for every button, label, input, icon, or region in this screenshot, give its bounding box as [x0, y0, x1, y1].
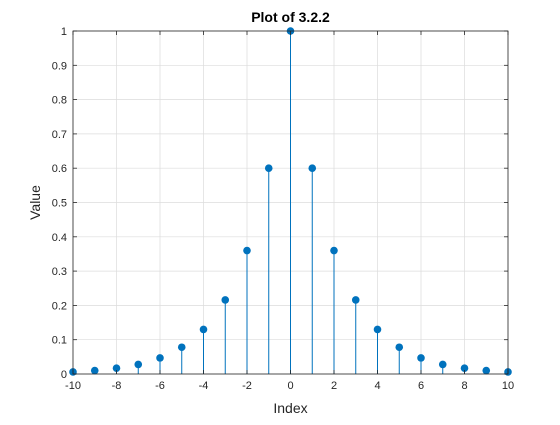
stem-marker: [395, 343, 404, 352]
x-tick-label: 0: [287, 380, 293, 392]
y-tick-label: 0.6: [52, 163, 67, 175]
x-tick-label: 8: [461, 380, 467, 392]
tick-labels: -10 -8 -6 -4 -2 0 2 4 6 8 10 0 0.1 0.2 0.3 0.4 0.5 0.6 0.7…: [52, 26, 514, 392]
stem-marker: [373, 325, 382, 334]
stem-marker: [112, 364, 121, 372]
stem-marker: [199, 325, 208, 334]
y-tick-label: 0.8: [52, 95, 67, 107]
stem-marker: [243, 246, 251, 255]
stem-marker: [482, 366, 491, 375]
stem-marker: [308, 164, 317, 172]
x-tick-label: 4: [374, 380, 380, 392]
stem-marker: [264, 164, 273, 172]
y-tick-label: 0.4: [52, 232, 67, 244]
x-tick-label: -8: [112, 380, 122, 392]
chart-title: Plot of 3.2.2: [251, 9, 330, 25]
x-tick-label: -10: [65, 380, 81, 392]
stem-marker: [460, 364, 469, 372]
stem-marker: [330, 246, 338, 255]
y-tick-label: 0.5: [52, 198, 67, 210]
x-tick-label: 6: [418, 380, 424, 392]
y-tick-label: 0.7: [52, 129, 67, 141]
stem-marker: [438, 360, 447, 369]
stem-series: [69, 27, 512, 376]
axis-ticks: [72, 30, 509, 375]
y-axis-label: Value: [27, 185, 43, 220]
stem-marker: [221, 296, 230, 304]
x-tick-label: 2: [331, 380, 337, 392]
y-tick-label: 1: [61, 26, 67, 38]
stem-marker: [156, 354, 164, 362]
stem-marker: [90, 366, 99, 375]
x-tick-label: 10: [502, 380, 514, 392]
y-tick-label: 0: [61, 369, 67, 381]
stem-marker: [351, 296, 360, 304]
x-tick-label: -2: [242, 380, 252, 392]
y-tick-label: 0.1: [52, 335, 67, 347]
x-tick-label: -4: [199, 380, 209, 392]
y-tick-label: 0.2: [52, 300, 67, 312]
x-tick-label: -6: [155, 380, 165, 392]
stem-marker: [417, 354, 425, 362]
y-tick-label: 0.9: [52, 60, 67, 72]
stem-marker: [134, 360, 143, 369]
stem-marker: [177, 343, 186, 352]
x-axis-label: Index: [273, 400, 307, 416]
y-tick-label: 0.3: [52, 266, 67, 278]
